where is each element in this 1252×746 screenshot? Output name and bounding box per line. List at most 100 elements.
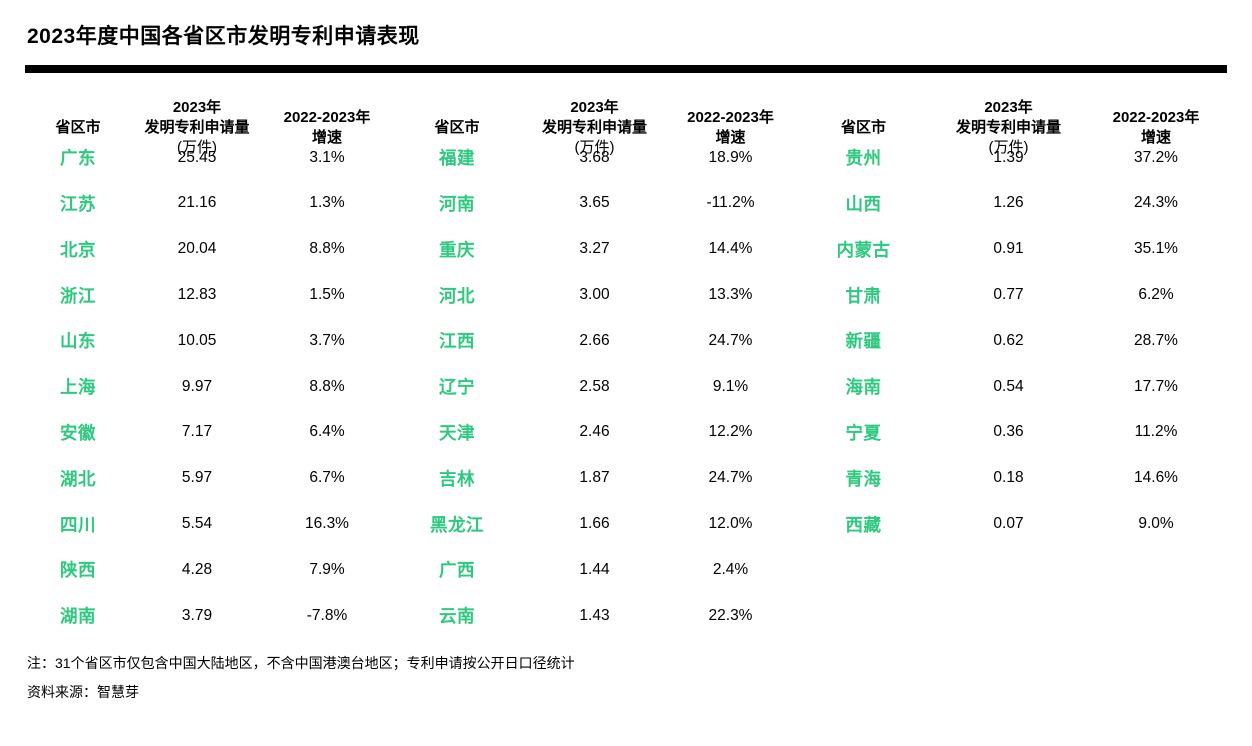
col-header-amount-unit: (万件) [574, 138, 615, 156]
province-name: 四川 [60, 514, 96, 535]
col-header-growth-years: 2022-2023年 [1112, 109, 1200, 127]
province-name: 广东 [60, 148, 96, 169]
col-header-amount-year: 2023年 [172, 99, 222, 117]
growth-value: 3.1% [309, 148, 345, 166]
col-header-province: 省区市 [840, 119, 886, 137]
col-header-growth-label: 增速 [715, 129, 746, 146]
province-name: 云南 [439, 606, 475, 627]
province-name: 河北 [439, 285, 475, 306]
province-name: 海南 [845, 377, 882, 398]
amount-value: 0.18 [993, 469, 1024, 487]
table-group-2: 省区市 2023年 发明专利申请量 (万件) 2022-2023年 增速 福建 3… [391, 89, 795, 639]
col-header-amount-year: 2023年 [984, 99, 1033, 117]
col-header-growth: 2022-2023年 增速 [1085, 89, 1227, 167]
amount-value: 0.07 [993, 515, 1024, 533]
province-name: 浙江 [60, 285, 96, 306]
amount-value: 5.97 [181, 469, 213, 487]
province-name: 湖北 [60, 468, 96, 489]
province-name: 内蒙古 [836, 239, 891, 260]
province-name: 安徽 [60, 422, 96, 443]
source-note: 资料来源：智慧芽 [27, 684, 139, 701]
col-header-province: 省区市 [434, 119, 480, 137]
province-name: 辽宁 [439, 377, 475, 398]
amount-value: 10.05 [177, 331, 217, 349]
report-page: 2023年度中国各省区市发明专利申请表现 省区市 2023年 发明专利申请量 (… [25, 25, 1227, 702]
growth-value: -7.8% [306, 606, 348, 624]
footnote: 注：31个省区市仅包含中国大陆地区，不含中国港澳台地区；专利申请按公开日口径统计 [27, 654, 575, 671]
province-name: 北京 [60, 239, 96, 260]
province-name: 西藏 [845, 514, 882, 535]
col-header-growth-label: 增速 [1140, 129, 1171, 146]
province-name: 青海 [845, 468, 882, 489]
col-header-amount-unit: (万件) [988, 138, 1029, 156]
growth-value: 24.3% [1134, 194, 1178, 212]
growth-value: 6.4% [309, 423, 345, 441]
growth-value: 7.9% [309, 560, 345, 578]
amount-value: 9.97 [181, 377, 213, 395]
amount-value: 2.58 [579, 377, 610, 395]
growth-value: 24.7% [708, 469, 753, 487]
growth-value: 2.4% [712, 560, 749, 578]
province-name: 重庆 [439, 239, 475, 260]
amount-value: 2.46 [579, 423, 610, 441]
col-header-amount: 2023年 发明专利申请量 (万件) [523, 89, 666, 167]
growth-value: 28.7% [1134, 331, 1178, 349]
province-name: 山西 [845, 193, 882, 214]
footer-notes: 注：31个省区市仅包含中国大陆地区，不含中国港澳台地区；专利申请按公开日口径统计… [27, 655, 1227, 702]
col-header-growth: 2022-2023年 增速 [263, 89, 391, 167]
amount-value: 20.04 [177, 240, 217, 258]
growth-value: 9.1% [712, 377, 749, 395]
growth-value: 3.7% [309, 331, 345, 349]
province-name: 天津 [439, 422, 475, 443]
growth-value: 35.1% [1134, 240, 1178, 258]
province-name: 陕西 [60, 560, 96, 581]
growth-value: 8.8% [309, 377, 345, 395]
amount-value: 1.43 [579, 606, 610, 624]
province-name: 福建 [439, 148, 475, 169]
amount-value: 3.00 [579, 286, 610, 304]
growth-value: 24.7% [708, 331, 753, 349]
growth-value: 8.8% [309, 240, 345, 258]
amount-value: 1.87 [579, 469, 610, 487]
province-name: 湖南 [60, 606, 96, 627]
col-header-amount-label: 发明专利申请量 [144, 119, 250, 137]
growth-value: 9.0% [1138, 515, 1174, 533]
amount-value: 1.66 [579, 515, 610, 533]
growth-value: 14.6% [1134, 469, 1178, 487]
province-name: 甘肃 [845, 285, 882, 306]
amount-value: 3.65 [579, 194, 610, 212]
growth-value: 1.3% [309, 194, 345, 212]
amount-value: 3.27 [579, 240, 610, 258]
growth-value: 11.2% [1134, 423, 1178, 441]
growth-value: -11.2% [706, 194, 755, 212]
amount-value: 1.39 [993, 148, 1024, 166]
amount-value: 0.77 [993, 286, 1024, 304]
amount-value: 0.91 [993, 240, 1024, 258]
amount-value: 12.83 [177, 286, 217, 304]
growth-value: 37.2% [1134, 148, 1178, 166]
province-name: 江苏 [60, 193, 96, 214]
growth-value: 12.0% [708, 515, 753, 533]
col-header-amount-label: 发明专利申请量 [541, 119, 647, 137]
province-name: 贵州 [845, 148, 882, 169]
growth-value: 1.5% [309, 286, 345, 304]
amount-value: 25.45 [177, 148, 217, 166]
growth-value: 6.7% [309, 469, 345, 487]
amount-value: 1.26 [993, 194, 1024, 212]
amount-value: 3.79 [181, 606, 213, 624]
col-header-amount-label: 发明专利申请量 [955, 119, 1061, 137]
amount-value: 4.28 [181, 560, 213, 578]
amount-value: 7.17 [181, 423, 213, 441]
province-name: 上海 [60, 377, 96, 398]
amount-value: 3.68 [579, 148, 610, 166]
province-name: 江西 [439, 331, 475, 352]
amount-value: 0.36 [993, 423, 1024, 441]
province-name: 山东 [60, 331, 96, 352]
growth-value: 6.2% [1138, 286, 1174, 304]
amount-value: 2.66 [579, 331, 610, 349]
col-header-growth-years: 2022-2023年 [687, 109, 774, 127]
col-header-amount: 2023年 发明专利申请量 (万件) [131, 89, 263, 167]
province-name: 新疆 [845, 331, 882, 352]
growth-value: 16.3% [305, 515, 349, 533]
province-name: 黑龙江 [430, 514, 484, 535]
